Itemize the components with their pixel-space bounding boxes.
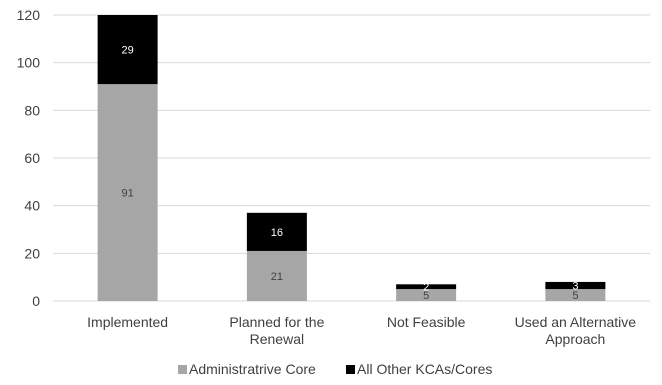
y-tick-label: 0 bbox=[32, 293, 40, 309]
y-tick-label: 120 bbox=[17, 7, 41, 23]
data-label: 5 bbox=[423, 290, 429, 302]
data-label: 3 bbox=[572, 281, 578, 293]
bar-segment bbox=[545, 289, 606, 301]
bar-segment bbox=[246, 212, 307, 251]
legend-swatch bbox=[346, 365, 355, 374]
x-axis: Implemented Planned for the Renewal Not Fea… bbox=[87, 314, 636, 347]
bar-segment bbox=[396, 289, 457, 301]
y-tick-label: 80 bbox=[24, 102, 40, 118]
y-tick-label: 20 bbox=[24, 245, 40, 261]
y-tick-label: 40 bbox=[24, 198, 40, 214]
legend-label: All Other KCAs/Cores bbox=[357, 361, 492, 377]
bar-segment bbox=[97, 15, 158, 85]
x-category-label: Implemented bbox=[87, 314, 168, 330]
x-category-label: Used an Alternative Approach bbox=[515, 314, 637, 347]
y-tick-label: 100 bbox=[17, 55, 41, 71]
bar-segment bbox=[545, 281, 606, 290]
y-axis: 0 20 40 60 80 100 120 bbox=[17, 7, 41, 309]
legend-swatch bbox=[178, 365, 187, 374]
bar-segment bbox=[246, 250, 307, 301]
bar-segment bbox=[97, 84, 158, 301]
legend-label: Administratrive Core bbox=[189, 361, 316, 377]
data-label: 2 bbox=[423, 282, 429, 294]
data-label: 5 bbox=[572, 290, 578, 302]
data-label: 16 bbox=[271, 227, 283, 239]
y-tick-label: 60 bbox=[24, 150, 40, 166]
bar-segment bbox=[396, 284, 457, 290]
data-label: 21 bbox=[271, 271, 283, 283]
x-category-label: Planned for the Renewal bbox=[229, 314, 324, 347]
data-label: 91 bbox=[122, 188, 134, 200]
x-category-label: Not Feasible bbox=[387, 314, 466, 330]
legend: Administratrive Core All Other KCAs/Cores bbox=[178, 361, 492, 377]
data-label: 29 bbox=[122, 45, 134, 57]
